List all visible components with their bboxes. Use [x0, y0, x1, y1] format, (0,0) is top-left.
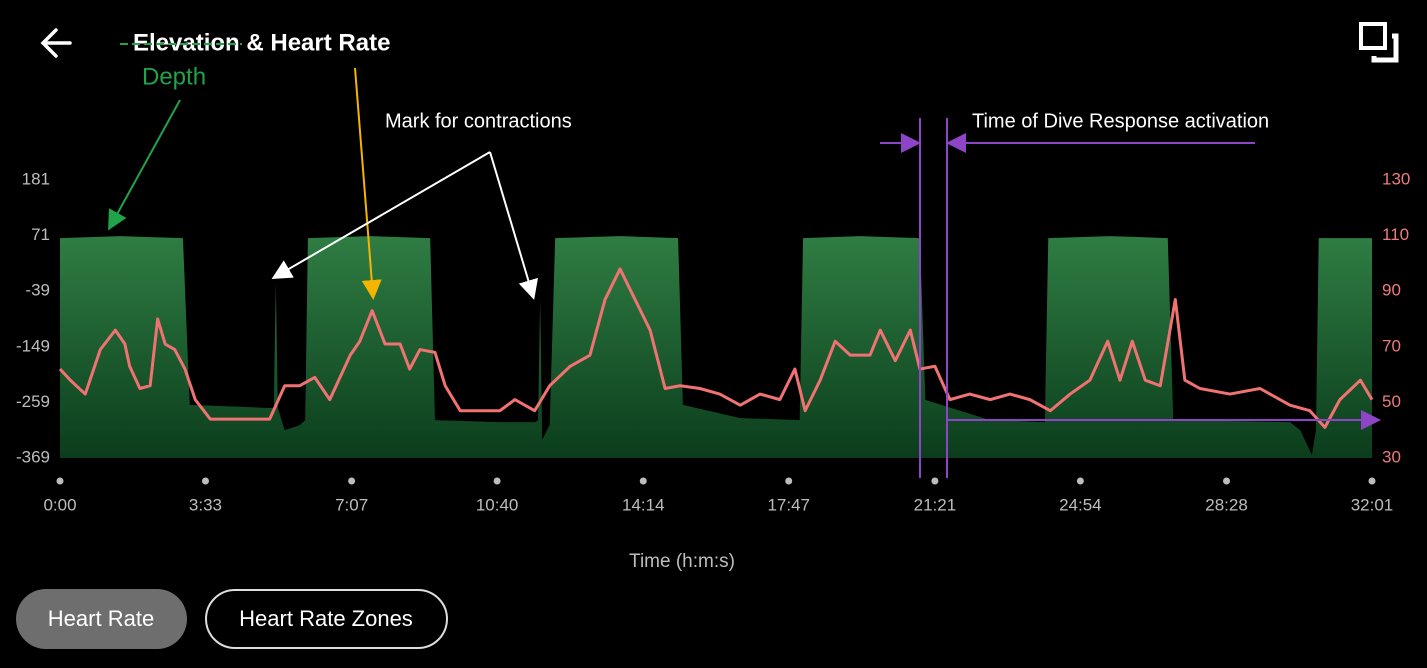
x-tick-mark [639, 477, 647, 485]
chart-title: Elevation & Heart Rate [133, 29, 390, 56]
y-tick-label: -39 [25, 281, 50, 300]
y2-tick-label: 110 [1382, 225, 1409, 244]
annotation-arrow [354, 67, 382, 300]
x-tick-label: 28:28 [1205, 495, 1248, 514]
annotation-arrow [271, 151, 491, 280]
tab-button[interactable]: Heart Rate Zones [205, 589, 448, 649]
x-tick-mark [348, 477, 356, 485]
annotation: Time of Dive Response activation [972, 110, 1269, 132]
x-tick-label: 24:54 [1059, 495, 1102, 514]
x-tick-label: 10:40 [476, 495, 519, 514]
x-tick-mark [931, 477, 939, 485]
plot-area: -369 -259 -149 -39 71 181 30 50 70 90 110 130 0:00 3:… [16, 169, 1410, 514]
depth-area [60, 236, 1372, 458]
y-tick-label: 181 [22, 169, 50, 188]
x-axis-label: Time (h:m:s) [629, 551, 735, 572]
annotation-arrow [489, 151, 539, 300]
x-tick-label: 0:00 [43, 495, 76, 514]
tab-label: Heart Rate Zones [239, 606, 413, 631]
annotation-arrow [108, 99, 181, 231]
expand-button[interactable] [1359, 22, 1399, 63]
x-tick-mark [1223, 477, 1231, 485]
y2-tick-label: 90 [1382, 281, 1401, 300]
x-tick-mark [201, 477, 209, 485]
y2-tick-label: 50 [1382, 392, 1401, 411]
x-tick-mark [1076, 477, 1084, 485]
x-tick-label: 21:21 [914, 495, 957, 514]
x-tick-mark [785, 477, 793, 485]
tab-button[interactable]: Heart Rate [16, 589, 187, 649]
x-tick-mark [493, 477, 501, 485]
heart-rate-line [58, 267, 1374, 429]
y2-tick-label: 30 [1382, 447, 1401, 466]
y2-tick-label: 130 [1382, 169, 1410, 188]
y-tick-label: -259 [16, 392, 50, 411]
back-button[interactable] [40, 28, 72, 58]
x-tick-label: 14:14 [622, 495, 665, 514]
x-tick-label: 7:07 [335, 495, 368, 514]
x-tick-label: 3:33 [189, 495, 222, 514]
y-tick-label: -369 [16, 447, 50, 466]
x-tick-mark [56, 477, 64, 485]
tab-label: Heart Rate [48, 606, 154, 631]
x-tick-mark [1368, 477, 1376, 485]
legend-label: Depth [142, 63, 206, 90]
annotation: Mark for contractions [385, 110, 572, 132]
y-tick-label: 71 [31, 225, 50, 244]
x-tick-label: 17:47 [767, 495, 810, 514]
annotation-bracket [880, 118, 1381, 478]
y2-tick-label: 70 [1382, 336, 1401, 355]
x-tick-label: 32:01 [1351, 495, 1394, 514]
y-tick-label: -149 [16, 336, 50, 355]
